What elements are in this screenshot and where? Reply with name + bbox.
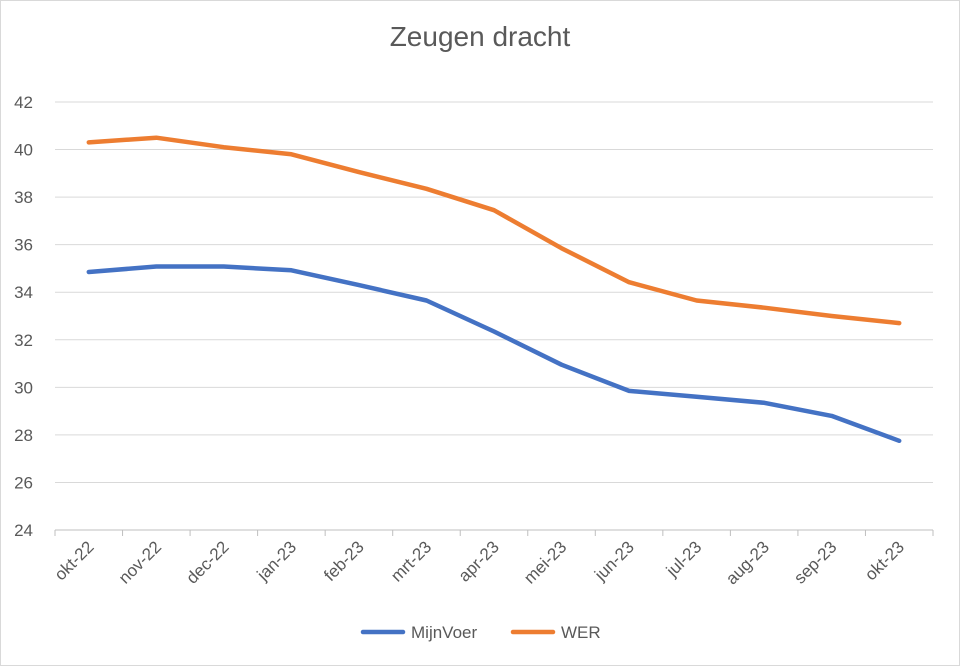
x-tick-label: okt-22 [51,537,98,584]
legend: MijnVoer WER [360,623,601,642]
x-tick-label: sep-23 [790,537,840,587]
x-tick-label: jun-23 [590,537,638,585]
y-tick-label: 26 [14,473,33,492]
x-tick-label: nov-22 [115,537,165,587]
series-line-wer [86,135,902,326]
y-tick-label: 38 [14,188,33,207]
x-tick-label: apr-23 [455,537,503,585]
legend-label-mijnvoer: MijnVoer [411,623,477,642]
series-lines [86,135,902,444]
x-tick-label: mei-23 [520,537,570,587]
x-tick-label: dec-22 [182,537,232,587]
y-tick-labels: 24 26 28 30 32 34 36 38 40 42 [14,93,33,540]
x-tick-label: jul-23 [662,537,706,581]
chart-title: Zeugen dracht [389,21,571,52]
y-tick-label: 24 [14,521,33,540]
legend-label-wer: WER [561,623,601,642]
x-tick-label: feb-23 [320,537,368,585]
y-tick-label: 34 [14,283,33,302]
x-tick-label: okt-23 [861,537,908,584]
y-tick-label: 28 [14,426,33,445]
x-axis [54,529,934,536]
x-tick-label: mrt-23 [387,537,435,585]
gridlines [55,101,933,483]
y-tick-label: 36 [14,236,33,255]
y-tick-label: 32 [14,331,33,350]
y-tick-label: 40 [14,141,33,160]
x-tick-labels: okt-22 nov-22 dec-22 jan-23 feb-23 mrt-23 apr-… [51,537,908,588]
x-tick-label: aug-23 [722,537,773,588]
y-tick-label: 42 [14,93,33,112]
y-tick-label: 30 [14,378,33,397]
x-tick-label: jan-23 [253,537,301,585]
